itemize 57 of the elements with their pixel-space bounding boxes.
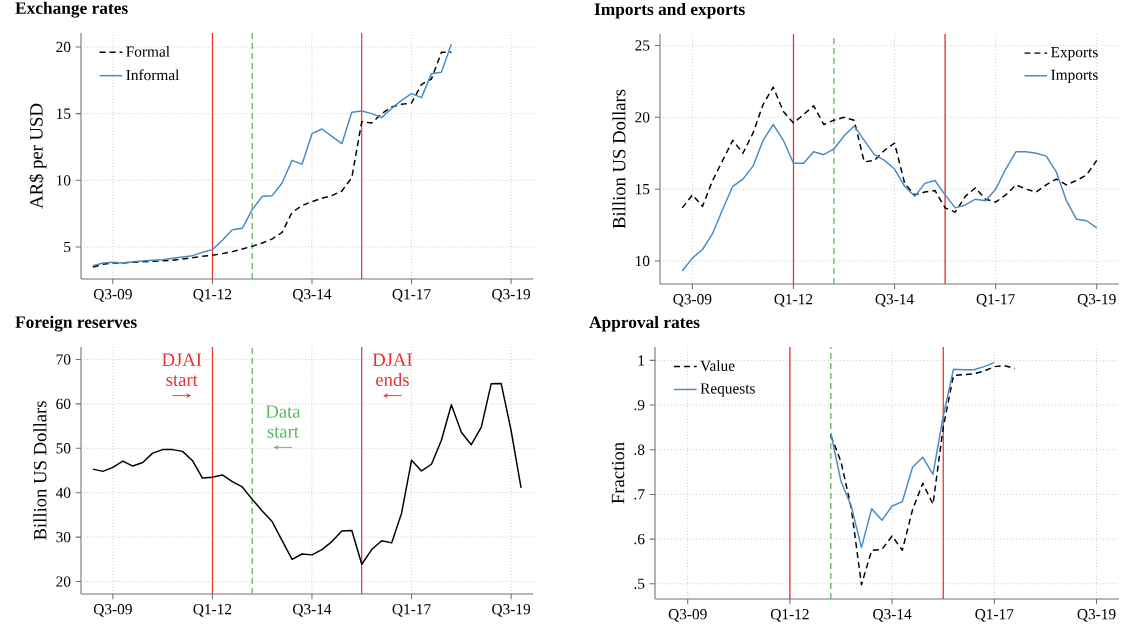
- annotation: DJAI ends: [372, 353, 412, 387]
- x-tick-label: Q3-14: [293, 289, 332, 302]
- x-tick-label: Q3-19: [1077, 609, 1116, 622]
- y-tick-label: 10: [635, 255, 650, 267]
- legend-label: Imports: [1051, 69, 1098, 84]
- y-tick-label: 20: [635, 112, 650, 123]
- y-tick-label: .5: [634, 578, 645, 589]
- y-tick-label: .9: [634, 399, 645, 411]
- x-tick-label: Q1-17: [976, 294, 1015, 307]
- x-tick-label: Q1-12: [770, 609, 809, 622]
- chart-title: Foreign reserves: [15, 315, 137, 332]
- y-tick-label: 50: [56, 443, 71, 454]
- y-tick-label: 1: [638, 355, 645, 366]
- legend-label: Requests: [700, 383, 755, 397]
- x-tick-label: Q1-17: [975, 609, 1014, 622]
- x-tick-label: Q1-12: [193, 289, 232, 302]
- y-tick-label: 40: [55, 487, 71, 498]
- y-tick-label: 15: [635, 184, 650, 195]
- chart-title: Imports and exports: [594, 2, 745, 19]
- x-tick-label: Q1-17: [392, 604, 431, 617]
- y-tick-label: .7: [634, 489, 645, 500]
- y-tick-label: 10: [56, 175, 71, 186]
- x-tick-label: Q3-19: [492, 289, 531, 302]
- chart-title: Exchange rates: [15, 1, 128, 18]
- x-tick-label: Q3-14: [875, 294, 914, 307]
- y-axis-title: Fraction: [611, 442, 625, 504]
- x-tick-label: Q3-14: [873, 609, 912, 622]
- legend-label: Informal: [126, 69, 180, 81]
- x-tick-label: Q3-19: [492, 604, 531, 617]
- y-tick-label: 15: [56, 108, 71, 119]
- x-tick-label: Q3-09: [673, 294, 712, 307]
- x-tick-label: Q1-12: [774, 294, 813, 307]
- x-tick-label: Q3-09: [93, 289, 132, 302]
- y-tick-label: 30: [56, 531, 71, 543]
- y-tick-label: 60: [56, 398, 71, 410]
- y-tick-label: 5: [64, 241, 71, 253]
- y-tick-label: 20: [56, 41, 71, 53]
- y-axis-title: Billion US Dollars: [612, 89, 626, 229]
- y-tick-label: 25: [635, 40, 650, 51]
- x-tick-label: Q1-17: [392, 289, 431, 302]
- annotation: DJAI start: [162, 353, 202, 387]
- y-tick-label: .8: [634, 444, 645, 455]
- x-tick-label: Q3-19: [1077, 294, 1116, 307]
- annotation: Data start: [265, 405, 301, 438]
- y-axis-title: Billion US Dollars: [33, 401, 47, 540]
- chart-title: Approval rates: [589, 315, 700, 332]
- y-axis-title: AR$ per USD: [28, 103, 47, 209]
- legend-label: Formal: [126, 45, 170, 57]
- x-tick-label: Q3-14: [293, 604, 332, 617]
- legend-label: Exports: [1051, 47, 1098, 61]
- x-tick-label: Q1-12: [193, 604, 232, 617]
- y-tick-label: 20: [56, 576, 71, 587]
- x-tick-label: Q3-09: [668, 609, 707, 622]
- y-tick-label: .6: [634, 533, 645, 545]
- x-tick-label: Q3-09: [93, 604, 132, 617]
- legend-label: Value: [700, 360, 735, 372]
- y-tick-label: 70: [56, 354, 71, 365]
